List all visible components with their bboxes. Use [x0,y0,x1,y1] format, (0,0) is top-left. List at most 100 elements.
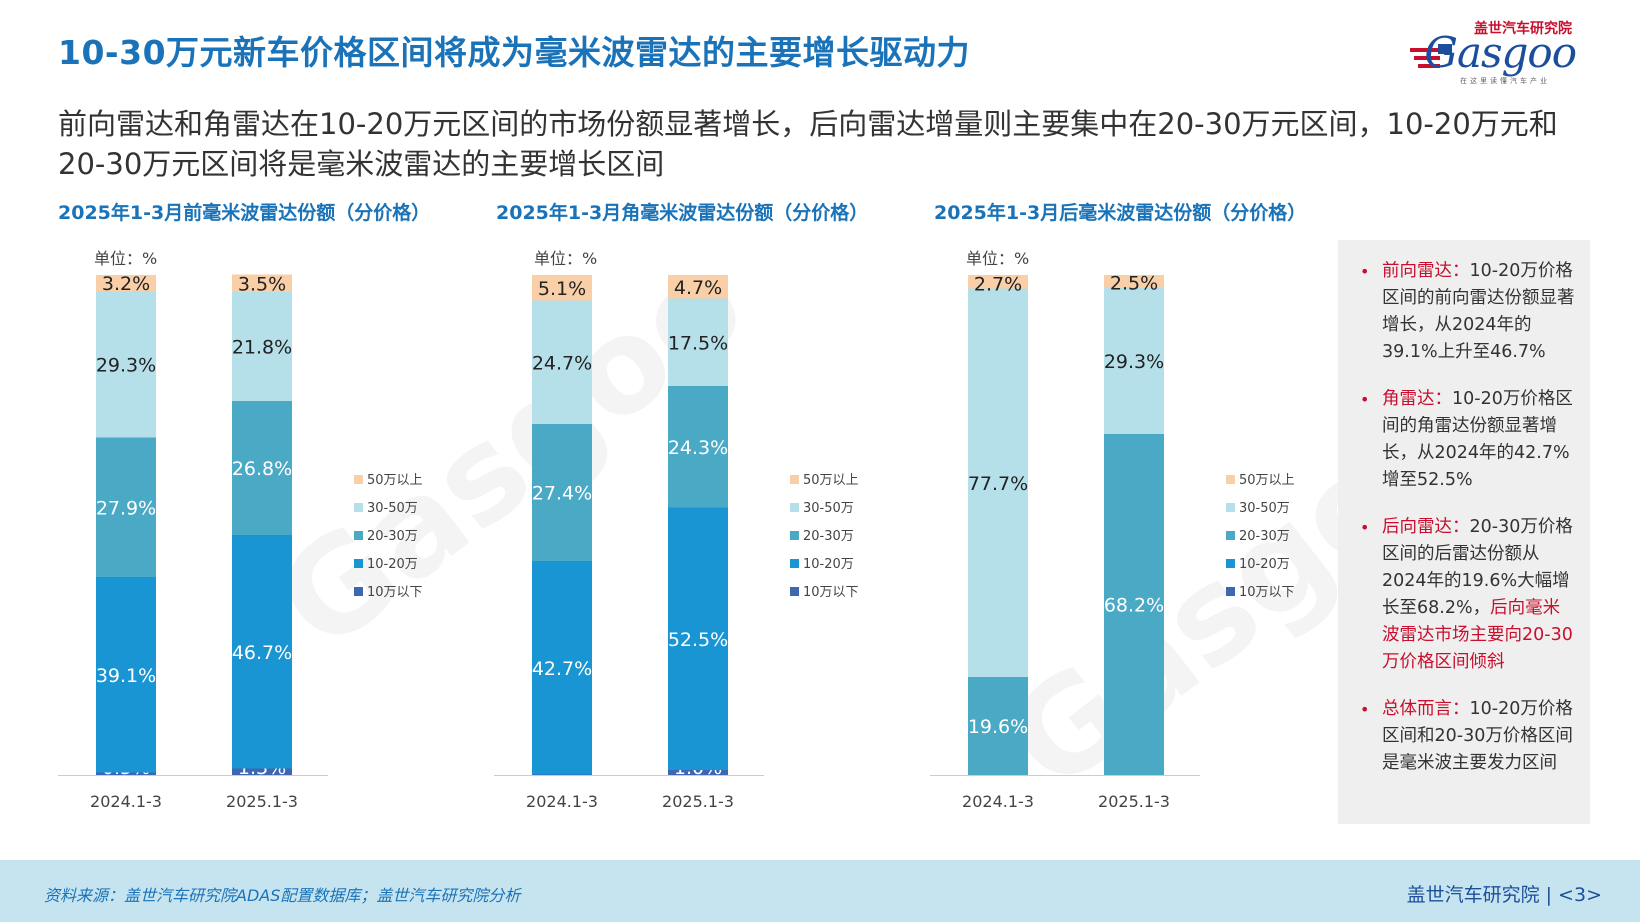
chart-title-rear: 2025年1-3月后毫米波雷达份额（分价格） [934,202,1307,224]
data-label-30-50-2: 21.8% [232,337,292,359]
x-tick-label: 2025.1-3 [662,792,734,811]
unit-label-corner: 单位：% [534,249,598,268]
legend-swatch-50-plus [790,475,799,484]
legend-label-30-50: 30-50万 [367,501,418,516]
side-panel: 前向雷达：10-20万价格区间的前向雷达份额显著增长，从2024年的39.1%上… [1338,240,1590,824]
bar-50-plus-1 [968,275,1028,289]
legend-label-20-30: 20-30万 [803,529,854,544]
page-subtitle: 前向雷达和角雷达在10-20万元区间的市场份额显著增长，后向雷达增量则主要集中在… [58,107,1558,181]
side-item-lead: 总体而言： [1382,699,1470,719]
legend-label-20-30: 20-30万 [367,529,418,544]
footer-org-page: 盖世汽车研究院 | <3> [1406,884,1602,906]
data-label-50-plus-2: 2.5% [1110,273,1158,295]
side-item-front: 前向雷达：10-20万价格区间的前向雷达份额显著增长，从2024年的39.1%上… [1360,258,1576,366]
chart-front-radar: 0.5%39.1%27.9%29.3%3.2%2024.1-31.3%46.7%… [58,273,423,811]
side-item-text: 10-20万价格区间的角雷达份额显著增长，从2024年的42.7%增至52.5% [1382,389,1573,490]
unit-label-rear: 单位：% [966,249,1030,268]
data-label-30-50-1: 24.7% [532,352,592,374]
bar-10-20-2 [232,535,292,769]
bar-10-20-2 [668,507,728,770]
data-label-30-50-2: 17.5% [668,332,728,354]
side-item-corner: 角雷达：10-20万价格区间的角雷达份额显著增长，从2024年的42.7%增至5… [1360,386,1576,494]
side-item-text: 20-30万价格区间的后雷达份额从2024年的19.6%大幅增长至68.2%， [1382,517,1573,618]
bar-50-plus-1 [96,275,156,291]
chart-corner-radar: 0.1%42.7%27.4%24.7%5.1%2024.1-31.0%52.5%… [494,275,859,811]
data-label-50-plus-2: 3.5% [238,273,286,295]
data-label-10-20-1: 39.1% [96,665,156,687]
legend-label-50-plus: 50万以上 [1239,473,1295,488]
side-item-highlight: 后向毫米波雷达市场主要向20-30万价格区间倾斜 [1382,598,1573,672]
data-label-10-20-1: 42.7% [532,658,592,680]
legend-swatch-below-10 [354,587,363,596]
side-item-overall: 总体而言：10-20万价格区间和20-30万价格区间是毫米波主要发力区间 [1360,696,1576,777]
gasgoo-logo: 盖世汽车研究院 Gasgoo 在这里读懂汽车产业 [1400,14,1580,85]
data-label-20-30-1: 27.9% [96,497,156,519]
data-label-10-20-2: 46.7% [232,642,292,664]
logo-en-text: Gasgoo [1424,28,1577,77]
x-tick-label: 2024.1-3 [962,792,1034,811]
bar-50-plus-1 [532,275,592,301]
x-tick-label: 2024.1-3 [90,792,162,811]
legend-swatch-below-10 [790,587,799,596]
chart-rear-radar: 19.6% 77.7% 2.7% 2024.1-3 68.2% 29.3% 2.5% 2025… [930,273,1295,811]
legend-label-50-plus: 50万以上 [803,473,859,488]
bar-30-50-1 [968,288,1028,677]
side-item-rear: 后向雷达：20-30万价格区间的后雷达份额从2024年的19.6%大幅增长至68… [1360,514,1576,676]
legend-label-below-10: 10万以下 [367,585,423,600]
data-label-30-50-2: 29.3% [1104,351,1164,373]
legend-swatch-20-30 [790,531,799,540]
data-label-20-30-2: 26.8% [232,458,292,480]
legend-swatch-below-10 [1226,587,1235,596]
bar-30-50-1 [96,291,156,438]
data-label-20-30-2: 68.2% [1104,595,1164,617]
bar-30-50-2 [668,298,728,386]
bar-50-plus-2 [232,274,292,292]
unit-label-front: 单位：% [94,249,158,268]
footer-source: 资料来源：盖世汽车研究院ADAS配置数据库；盖世汽车研究院分析 [44,886,521,905]
data-label-20-30-1: 27.4% [532,483,592,505]
legend-swatch-50-plus [1226,475,1235,484]
chart-title-corner: 2025年1-3月角毫米波雷达份额（分价格） [496,202,869,224]
x-tick-label: 2024.1-3 [526,792,598,811]
legend-swatch-10-20 [1226,559,1235,568]
legend-swatch-50-plus [354,475,363,484]
legend-swatch-30-50 [354,503,363,512]
side-item-lead: 前向雷达： [1382,261,1470,281]
bar-10-20-1 [96,577,156,773]
x-tick-label: 2025.1-3 [1098,792,1170,811]
legend-label-below-10: 10万以下 [803,585,859,600]
bar-20-30-2 [1104,434,1164,775]
legend-label-10-20: 10-20万 [367,557,418,572]
bar-20-30-2 [232,401,292,535]
bar-30-50-2 [232,292,292,401]
data-label-20-30-1: 19.6% [968,716,1028,738]
data-label-50-plus-1: 2.7% [974,274,1022,296]
bar-30-50-1 [532,300,592,424]
bar-30-50-2 [1104,287,1164,434]
data-label-50-plus-1: 3.2% [102,273,150,295]
bar-10-20-1 [532,561,592,775]
data-label-50-plus-2: 4.7% [674,277,722,299]
legend-label-10-20: 10-20万 [1239,557,1290,572]
legend-swatch-30-50 [1226,503,1235,512]
bar-50-plus-2 [668,275,728,299]
data-label-50-plus-1: 5.1% [538,278,586,300]
data-label-30-50-1: 77.7% [968,473,1028,495]
chart-title-front: 2025年1-3月前毫米波雷达份额（分价格） [58,202,431,224]
logo-slogan: 在这里读懂汽车产业 [1460,77,1550,85]
legend-swatch-20-30 [354,531,363,540]
data-label-20-30-2: 24.3% [668,437,728,459]
legend-label-10-20: 10-20万 [803,557,854,572]
bar-below-10-2 [232,768,292,775]
legend-label-20-30: 20-30万 [1239,529,1290,544]
logo-cn-text: 盖世汽车研究院 [1474,21,1572,37]
bar-below-10-2 [668,770,728,775]
side-item-lead: 角雷达： [1382,389,1452,409]
data-label-30-50-1: 29.3% [96,354,156,376]
bar-50-plus-2 [1104,275,1164,288]
bar-20-30-1 [96,437,156,577]
legend-swatch-20-30 [1226,531,1235,540]
legend-label-50-plus: 50万以上 [367,473,423,488]
side-item-text: 10-20万价格区间的前向雷达份额显著增长，从2024年的39.1%上升至46.… [1382,261,1575,362]
bar-below-10-1 [96,772,156,775]
